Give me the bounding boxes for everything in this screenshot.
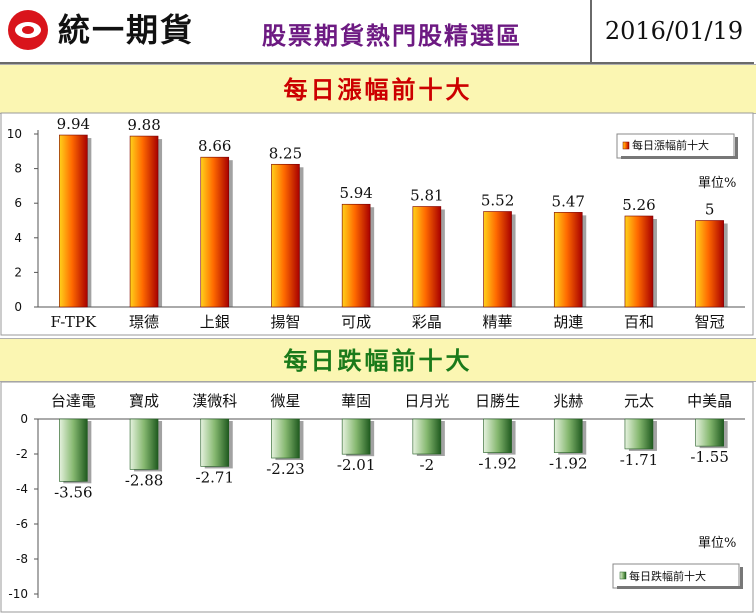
logo-emblem-icon xyxy=(8,10,48,50)
gainers-bar xyxy=(200,156,230,308)
gainers-legend-label: 每日漲幅前十大 xyxy=(632,138,709,152)
gainers-bar xyxy=(483,211,512,308)
gainers-unit-label: 單位% xyxy=(698,176,736,191)
gainers-data-label: 8.25 xyxy=(269,144,302,162)
losers-data-label: -1.55 xyxy=(690,448,728,466)
gainers-legend-swatch xyxy=(622,141,630,150)
gainers-section-title: 每日漲幅前十大 xyxy=(283,75,473,104)
gainers-data-label: 5.47 xyxy=(552,192,585,210)
losers-y-tick-label: -2 xyxy=(16,447,28,461)
losers-y-tick-label: -4 xyxy=(16,482,28,496)
losers-category-label: 中美晶 xyxy=(687,392,732,410)
losers-bar xyxy=(483,418,512,453)
gainers-category-label: F-TPK xyxy=(51,313,97,331)
gainers-data-label: 5.26 xyxy=(622,196,655,214)
losers-bar xyxy=(695,418,724,447)
top-gainers-chart: 0 2 4 6 8 10 9.94 F-TPK 9.88 璟德 8.66 上銀 8.25 揚智 5.94 可成… xyxy=(0,112,754,336)
gainers-bar xyxy=(695,220,724,308)
gainers-bar xyxy=(341,203,371,308)
gainers-data-label: 9.94 xyxy=(57,115,90,133)
gainers-category-label: 智冠 xyxy=(695,313,725,331)
gainers-data-label: 5.94 xyxy=(339,184,372,202)
losers-data-label: -2.71 xyxy=(196,468,234,486)
gainers-bar xyxy=(271,163,300,308)
losers-bar xyxy=(553,418,583,453)
losers-bar xyxy=(59,418,88,482)
losers-data-label: -2.23 xyxy=(266,460,304,478)
gainers-y-tick-label: 2 xyxy=(14,265,22,279)
gainers-category-label: 胡連 xyxy=(553,313,583,331)
gainers-bar xyxy=(553,212,583,308)
gainers-bar xyxy=(624,215,654,308)
losers-bar xyxy=(271,418,300,459)
losers-legend-swatch xyxy=(619,571,627,580)
losers-y-tick-label: -6 xyxy=(16,517,28,531)
gainers-category-label: 彩晶 xyxy=(412,313,442,331)
losers-bar xyxy=(129,418,159,470)
page-header: 統一期貨 股票期貨熱門股精選區 2016/01/19 xyxy=(0,0,754,64)
page-title: 股票期貨熱門股精選區 xyxy=(262,21,522,50)
losers-category-label: 兆赫 xyxy=(553,392,583,410)
losers-unit-label: 單位% xyxy=(698,536,736,551)
gainers-data-label: 8.66 xyxy=(198,137,231,155)
gainers-y-tick-label: 0 xyxy=(14,300,22,314)
losers-y-tick-label: -10 xyxy=(8,587,28,601)
gainers-data-label: 9.88 xyxy=(127,116,160,134)
gainers-y-tick-label: 10 xyxy=(7,127,22,141)
gainers-data-label: 5.52 xyxy=(481,192,514,210)
gainers-data-label: 5.81 xyxy=(410,186,443,204)
gainers-data-label: 5 xyxy=(705,201,715,219)
losers-bar xyxy=(341,418,371,455)
losers-data-label: -2.01 xyxy=(337,456,375,474)
gainers-y-tick-label: 6 xyxy=(14,196,22,210)
gainers-y-tick-label: 8 xyxy=(14,162,22,176)
losers-category-label: 台達電 xyxy=(51,392,96,410)
losers-legend xyxy=(612,563,740,589)
company-logo: 統一期貨 xyxy=(6,8,256,54)
gainers-category-label: 可成 xyxy=(341,313,371,331)
gainers-category-label: 百和 xyxy=(624,313,654,331)
losers-bar xyxy=(412,418,442,455)
losers-data-label: -1.92 xyxy=(549,455,587,473)
losers-y-tick-label: -8 xyxy=(16,552,28,566)
losers-title-band: 每日跌幅前十大 xyxy=(0,338,756,382)
losers-data-label: -1.92 xyxy=(478,455,516,473)
losers-category-label: 寶成 xyxy=(129,392,159,410)
losers-data-label: -2.88 xyxy=(125,471,163,489)
losers-category-label: 日月光 xyxy=(404,392,449,410)
losers-category-label: 華固 xyxy=(341,392,371,410)
losers-data-label: -2 xyxy=(420,456,435,474)
losers-legend-label: 每日跌幅前十大 xyxy=(629,569,706,583)
losers-bar xyxy=(624,418,654,450)
gainers-title-band: 每日漲幅前十大 xyxy=(0,64,756,114)
losers-section-title: 每日跌幅前十大 xyxy=(283,346,473,375)
logo-text: 統一期貨 xyxy=(58,11,195,49)
losers-data-label: -1.71 xyxy=(620,451,658,469)
report-date: 2016/01/19 xyxy=(590,0,756,62)
gainers-y-tick-label: 4 xyxy=(14,231,22,245)
gainers-category-label: 璟德 xyxy=(129,313,159,331)
gainers-category-label: 精華 xyxy=(483,313,513,331)
gainers-bar xyxy=(59,134,88,308)
gainers-bar xyxy=(129,135,159,308)
losers-y-tick-label: 0 xyxy=(20,412,28,426)
losers-category-label: 微星 xyxy=(270,392,300,410)
top-losers-chart: 0 -2 -4 -6 -8 -10 -3.56 台達電 -2.88 寶成 -2.71 漢微科 -2.23… xyxy=(0,381,754,613)
losers-category-label: 漢微科 xyxy=(192,392,237,410)
losers-category-label: 日勝生 xyxy=(475,392,520,410)
gainers-bar xyxy=(412,206,442,308)
gainers-category-label: 上銀 xyxy=(200,313,230,331)
gainers-category-label: 揚智 xyxy=(270,313,300,331)
losers-bar xyxy=(200,418,230,467)
losers-data-label: -3.56 xyxy=(54,483,92,501)
losers-category-label: 元太 xyxy=(624,392,654,410)
